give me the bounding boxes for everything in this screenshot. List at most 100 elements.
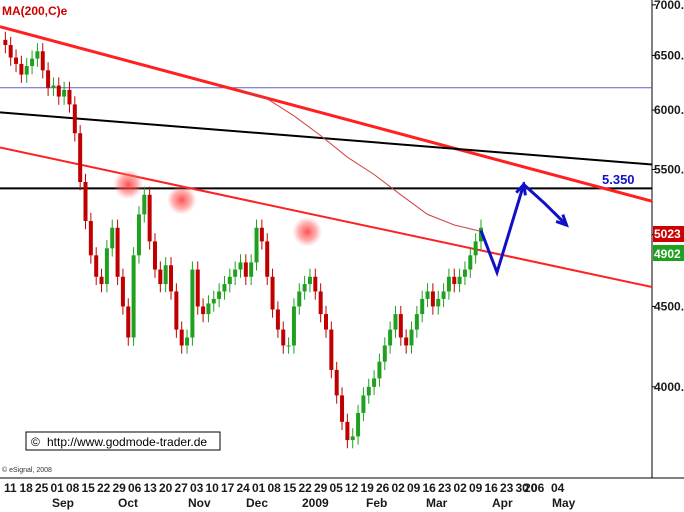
y-tick-label: 4000. <box>654 380 684 394</box>
x-day-label: 22 <box>97 481 111 495</box>
candle-body <box>158 269 163 285</box>
candle <box>169 257 174 300</box>
x-month-label: Feb <box>366 496 387 510</box>
candle-body <box>313 276 318 292</box>
candle <box>142 186 147 223</box>
candle <box>340 387 345 431</box>
candle-body <box>185 337 190 346</box>
x-month-label: Sep <box>52 496 74 510</box>
candle-body <box>404 337 409 346</box>
candle <box>334 361 339 404</box>
candle <box>46 62 51 96</box>
projection-arrowhead <box>515 181 527 196</box>
candle-body <box>152 241 157 270</box>
candle-body <box>3 39 8 46</box>
x-day-label: 09 <box>407 481 421 495</box>
candle-body <box>62 89 67 97</box>
x-month-label: Dec <box>246 496 268 510</box>
x-day-label: 16 <box>423 481 437 495</box>
candle <box>356 404 361 445</box>
price-tag-green: 4902 <box>653 245 684 261</box>
candle <box>222 275 227 300</box>
candle-body <box>462 269 467 277</box>
candle-body <box>115 227 120 277</box>
candle <box>350 428 355 449</box>
candle <box>8 36 13 66</box>
x-day-label: 22 <box>299 481 313 495</box>
candle-body <box>233 269 238 277</box>
candle-body <box>163 265 168 285</box>
candle <box>318 283 323 323</box>
price-tag-red-background <box>653 226 684 242</box>
candle <box>382 337 387 370</box>
x-day-label: 13 <box>144 481 158 495</box>
candle-body <box>409 329 414 346</box>
candle <box>436 290 441 315</box>
plot-area <box>0 0 652 478</box>
candle-body <box>136 214 141 256</box>
candle-body <box>40 51 45 71</box>
x-day-label: 17 <box>221 481 235 495</box>
candle <box>372 370 377 396</box>
candle <box>163 257 168 293</box>
x-day-label: 04 <box>551 481 565 495</box>
candle-body <box>206 303 211 315</box>
candle <box>201 298 206 323</box>
y-tick-label: 6000. <box>654 103 684 117</box>
candle <box>259 219 264 250</box>
candle-body <box>19 63 24 75</box>
moving-average-line <box>240 89 482 232</box>
candle-body <box>436 298 441 307</box>
candle <box>286 337 291 354</box>
candle-body <box>249 262 254 277</box>
x-day-label: 15 <box>82 481 96 495</box>
x-day-label: 11 <box>4 481 17 495</box>
x-day-label: 18 <box>20 481 34 495</box>
candle-body <box>88 221 93 256</box>
x-day-label: 16 <box>485 481 499 495</box>
candle-body <box>420 298 425 315</box>
url-box-frame <box>25 431 221 451</box>
x-day-label: 12 <box>345 481 359 495</box>
candle-body <box>452 276 457 285</box>
candle-body <box>270 276 275 310</box>
candle-body <box>377 361 382 379</box>
candle-body <box>201 306 206 315</box>
candle-body <box>281 329 286 346</box>
candle-body <box>24 66 29 75</box>
candle <box>136 206 141 264</box>
x-day-label: 03 <box>190 481 204 495</box>
candle <box>345 413 350 449</box>
candle <box>131 247 136 346</box>
y-tick-label: 7000. <box>654 0 684 12</box>
resistance-highlight <box>166 184 197 215</box>
candle <box>179 321 184 354</box>
candle <box>265 233 270 286</box>
x-day-label: 26 <box>376 481 390 495</box>
resistance-highlight <box>292 216 323 247</box>
candle-body <box>361 395 366 413</box>
candle <box>99 268 104 293</box>
x-day-label: 02 <box>454 481 468 495</box>
candle <box>78 125 83 191</box>
candle <box>462 261 467 286</box>
candle-body <box>83 182 88 222</box>
candle <box>115 219 120 286</box>
candle-body <box>169 265 174 292</box>
candle-body <box>147 194 152 242</box>
candle-body <box>259 227 264 242</box>
candle-body <box>393 314 398 330</box>
candle <box>388 321 393 354</box>
candle-body <box>51 85 56 88</box>
x-day-label: 01 <box>252 481 266 495</box>
candle-body <box>179 329 184 346</box>
copyright-icon: © <box>31 435 40 449</box>
candle-body <box>35 51 40 59</box>
candle <box>227 268 232 293</box>
candle <box>35 43 40 67</box>
candle <box>217 283 222 308</box>
y-tick-label: 4500. <box>654 299 684 313</box>
candle <box>94 247 99 286</box>
candle-body <box>254 227 259 263</box>
